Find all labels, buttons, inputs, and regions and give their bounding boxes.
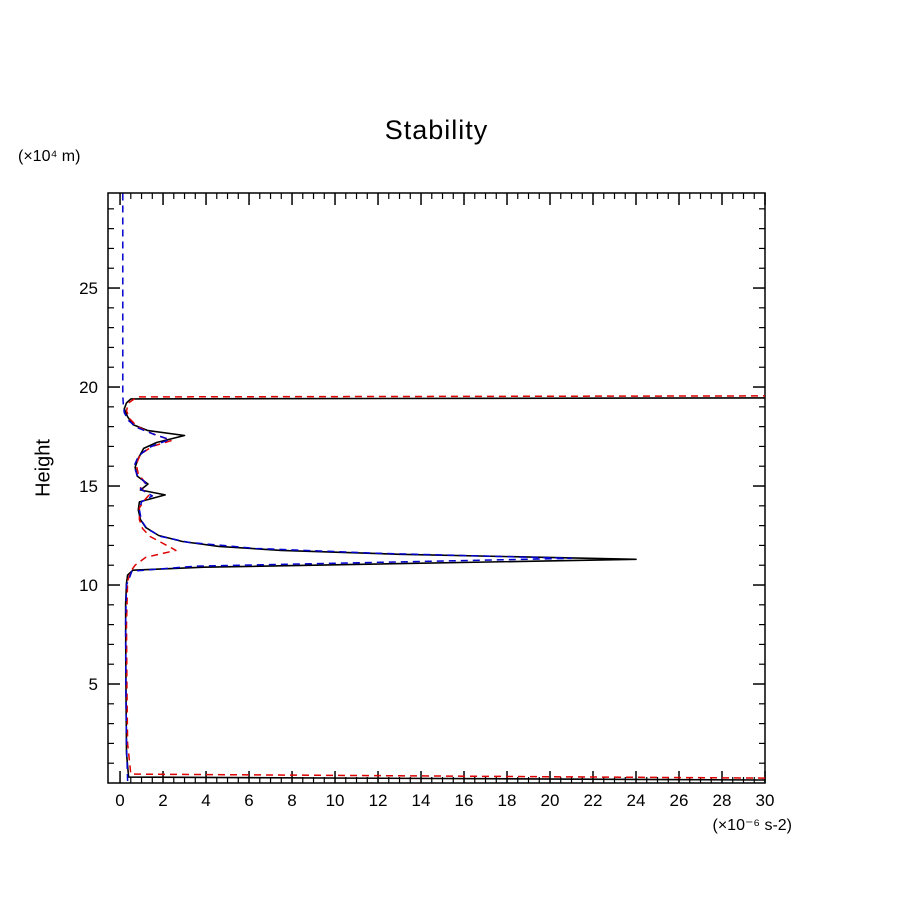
svg-text:6: 6 <box>244 791 253 810</box>
x-axis-unit-label: (×10⁻⁶ s-2) <box>712 817 793 834</box>
svg-text:20: 20 <box>541 791 560 810</box>
svg-text:14: 14 <box>412 791 431 810</box>
svg-text:18: 18 <box>498 791 517 810</box>
svg-text:4: 4 <box>201 791 210 810</box>
svg-text:30: 30 <box>756 791 775 810</box>
svg-text:0: 0 <box>115 791 124 810</box>
stability-profile-dashed-red <box>125 395 766 779</box>
svg-text:26: 26 <box>670 791 689 810</box>
svg-text:28: 28 <box>713 791 732 810</box>
svg-text:2: 2 <box>158 791 167 810</box>
svg-text:8: 8 <box>287 791 296 810</box>
svg-text:10: 10 <box>79 576 98 595</box>
stability-profile-dashed-blue <box>122 193 573 782</box>
svg-text:15: 15 <box>79 477 98 496</box>
stability-profile-solid-black <box>123 397 766 781</box>
y-axis-label: Height <box>32 439 55 497</box>
svg-text:12: 12 <box>369 791 388 810</box>
svg-text:16: 16 <box>455 791 474 810</box>
svg-text:5: 5 <box>89 675 98 694</box>
svg-text:22: 22 <box>584 791 603 810</box>
chart-title: Stability <box>384 115 489 145</box>
svg-text:20: 20 <box>79 378 98 397</box>
svg-text:25: 25 <box>79 279 98 298</box>
y-axis-unit-label: (×10⁴ m) <box>18 148 81 165</box>
svg-text:10: 10 <box>326 791 345 810</box>
svg-text:24: 24 <box>627 791 646 810</box>
